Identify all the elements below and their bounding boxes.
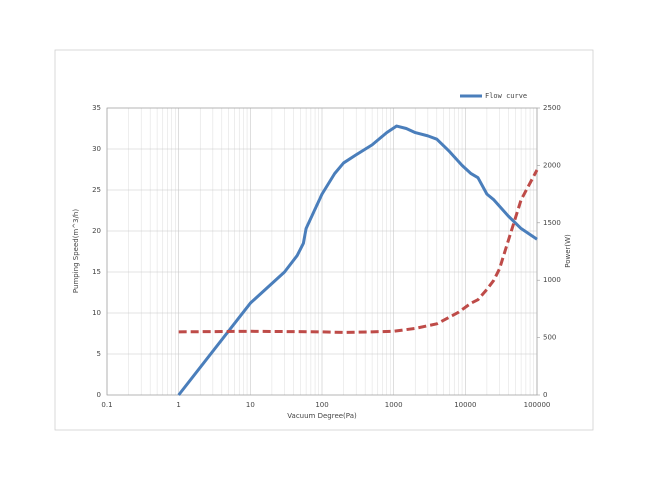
y2-tick-label: 1500 bbox=[543, 219, 561, 227]
x-tick-label: 100000 bbox=[524, 401, 551, 409]
minor-grid bbox=[128, 108, 534, 395]
x-axis-label: Vacuum Degree(Pa) bbox=[287, 412, 357, 420]
y2-tick-label: 2000 bbox=[543, 161, 561, 169]
y2-tick-label: 1000 bbox=[543, 276, 561, 284]
x-tick-label: 100 bbox=[315, 401, 328, 409]
x-tick-label: 10 bbox=[246, 401, 255, 409]
y-axis-label: Pumping Speed(m^3/h) bbox=[72, 209, 80, 293]
y2-tick-label: 500 bbox=[543, 334, 556, 342]
x-tick-label: 1 bbox=[176, 401, 180, 409]
series-line bbox=[178, 169, 539, 334]
y-tick-label: 35 bbox=[92, 104, 101, 112]
y-tick-label: 20 bbox=[92, 227, 101, 235]
x-tick-label: 1000 bbox=[385, 401, 403, 409]
y-tick-label: 5 bbox=[97, 350, 101, 358]
chart-frame bbox=[54, 49, 594, 431]
y-tick-label: 30 bbox=[92, 145, 101, 153]
y-tick-label: 0 bbox=[97, 391, 101, 399]
y2-tick-label: 0 bbox=[543, 391, 547, 399]
y2-axis-label: Power(W) bbox=[564, 234, 572, 268]
x-tick-label: 0.1 bbox=[101, 401, 112, 409]
legend-label: Flow curve bbox=[485, 92, 527, 100]
y-tick-label: 15 bbox=[92, 268, 101, 276]
y-tick-label: 25 bbox=[92, 186, 101, 194]
series-line bbox=[177, 124, 538, 396]
plot-border bbox=[106, 107, 538, 396]
y-tick-label: 10 bbox=[92, 309, 101, 317]
y2-tick-label: 2500 bbox=[543, 104, 561, 112]
x-tick-label: 10000 bbox=[454, 401, 476, 409]
